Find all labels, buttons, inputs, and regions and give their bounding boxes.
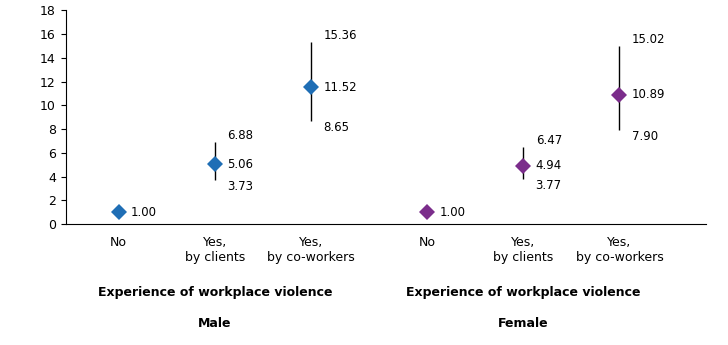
Text: Experience of workplace violence: Experience of workplace violence <box>98 286 332 299</box>
Text: 7.90: 7.90 <box>632 130 658 144</box>
Text: 11.52: 11.52 <box>324 81 357 94</box>
Text: 5.06: 5.06 <box>227 158 253 171</box>
Text: 3.77: 3.77 <box>536 179 562 193</box>
Text: 4.94: 4.94 <box>536 159 562 172</box>
Text: Female: Female <box>498 317 548 331</box>
Text: Male: Male <box>198 317 232 331</box>
Text: 15.36: 15.36 <box>324 29 357 42</box>
Text: 15.02: 15.02 <box>632 33 665 46</box>
Text: Experience of workplace violence: Experience of workplace violence <box>406 286 641 299</box>
Text: 8.65: 8.65 <box>324 121 349 135</box>
Text: 1.00: 1.00 <box>131 206 157 219</box>
Text: 3.73: 3.73 <box>227 180 253 193</box>
Text: 6.47: 6.47 <box>536 134 562 147</box>
Text: 6.88: 6.88 <box>227 129 253 142</box>
Text: 10.89: 10.89 <box>632 88 665 101</box>
Text: 1.00: 1.00 <box>439 206 465 219</box>
